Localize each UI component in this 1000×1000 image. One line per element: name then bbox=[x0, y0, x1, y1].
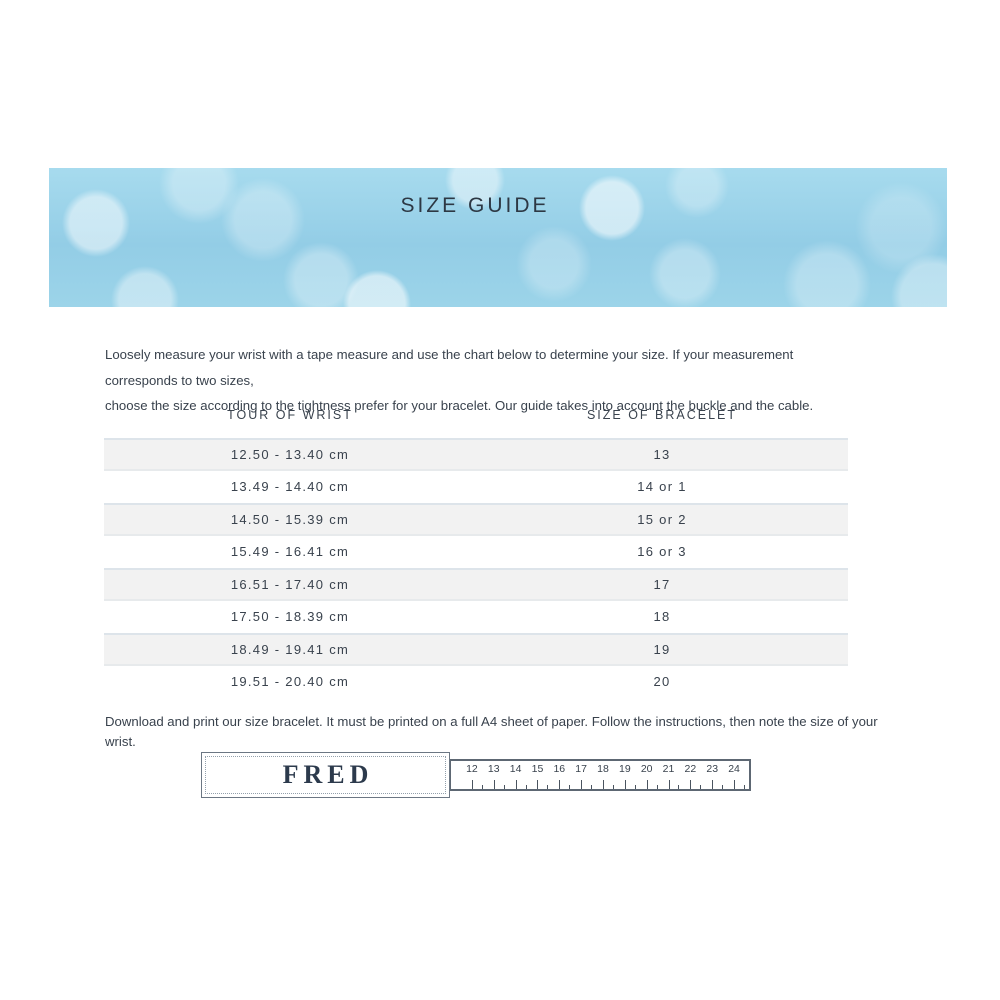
ruler-number: 13 bbox=[483, 761, 505, 789]
wrist-cell: 12.50 - 13.40 cm bbox=[230, 446, 350, 462]
ruler-number: 15 bbox=[527, 761, 549, 789]
wrist-cell: 19.51 - 20.40 cm bbox=[230, 674, 350, 690]
size-cell: 19 bbox=[653, 641, 671, 657]
bracelet-sizer-image: FRED 12 13 14 15 16 17 18 19 20 21 22 23… bbox=[201, 752, 751, 798]
wrist-cell: 13.49 - 14.40 cm bbox=[230, 479, 350, 495]
ruler-number: 22 bbox=[679, 761, 702, 789]
fred-brand-logo: FRED bbox=[282, 760, 374, 789]
table-row: 17.50 - 18.39 cm 18 bbox=[104, 601, 848, 634]
fred-logo-box: FRED bbox=[201, 752, 450, 798]
ruler-number: 19 bbox=[614, 761, 636, 789]
ruler-number: 17 bbox=[570, 761, 592, 789]
wrist-cell: 18.49 - 19.41 cm bbox=[230, 641, 350, 657]
wrist-cell: 17.50 - 18.39 cm bbox=[230, 609, 350, 625]
ruler-number: 24 bbox=[723, 761, 745, 789]
ruler-number: 18 bbox=[592, 761, 614, 789]
table-row: 19.51 - 20.40 cm 20 bbox=[104, 666, 848, 699]
ruler-number: 12 bbox=[461, 761, 483, 789]
ruler-number: 16 bbox=[548, 761, 571, 789]
column-header-tour-of-wrist: TOUR OF WRIST bbox=[227, 408, 353, 422]
table-row: 16.51 - 17.40 cm 17 bbox=[104, 568, 848, 601]
size-guide-banner: SIZE GUIDE bbox=[49, 168, 947, 307]
size-cell: 18 bbox=[653, 609, 671, 625]
size-cell: 15 or 2 bbox=[637, 511, 687, 527]
ruler-number: 14 bbox=[505, 761, 527, 789]
table-row: 12.50 - 13.40 cm 13 bbox=[104, 438, 848, 471]
ruler-number: 21 bbox=[658, 761, 680, 789]
ruler-number: 20 bbox=[636, 761, 658, 789]
size-cell: 14 or 1 bbox=[637, 479, 687, 495]
download-instructions: Download and print our size bracelet. It… bbox=[105, 714, 878, 749]
intro-line-2: choose the size according to the tightne… bbox=[105, 398, 814, 413]
intro-line-1: Loosely measure your wrist with a tape m… bbox=[105, 347, 794, 388]
column-header-size-of-bracelet: SIZE OF BRACELET bbox=[586, 408, 738, 422]
wrist-cell: 16.51 - 17.40 cm bbox=[230, 576, 350, 592]
size-cell: 13 bbox=[653, 446, 671, 462]
page-title: SIZE GUIDE bbox=[400, 194, 550, 217]
size-cell: 20 bbox=[653, 674, 671, 690]
ruler-number: 23 bbox=[701, 761, 723, 789]
table-row: 14.50 - 15.39 cm 15 or 2 bbox=[104, 503, 848, 536]
wrist-cell: 15.49 - 16.41 cm bbox=[230, 544, 350, 560]
table-row: 13.49 - 14.40 cm 14 or 1 bbox=[104, 471, 848, 504]
sizer-ruler: 12 13 14 15 16 17 18 19 20 21 22 23 24 bbox=[449, 759, 751, 791]
wrist-cell: 14.50 - 15.39 cm bbox=[230, 511, 350, 527]
size-cell: 17 bbox=[653, 576, 671, 592]
size-table-headers: TOUR OF WRIST SIZE OF BRACELET bbox=[104, 408, 848, 422]
table-row: 15.49 - 16.41 cm 16 or 3 bbox=[104, 536, 848, 569]
size-cell: 16 or 3 bbox=[637, 544, 687, 560]
size-table: 12.50 - 13.40 cm 13 13.49 - 14.40 cm 14 … bbox=[104, 438, 848, 698]
intro-text: Loosely measure your wrist with a tape m… bbox=[105, 342, 865, 419]
table-row: 18.49 - 19.41 cm 19 bbox=[104, 633, 848, 666]
